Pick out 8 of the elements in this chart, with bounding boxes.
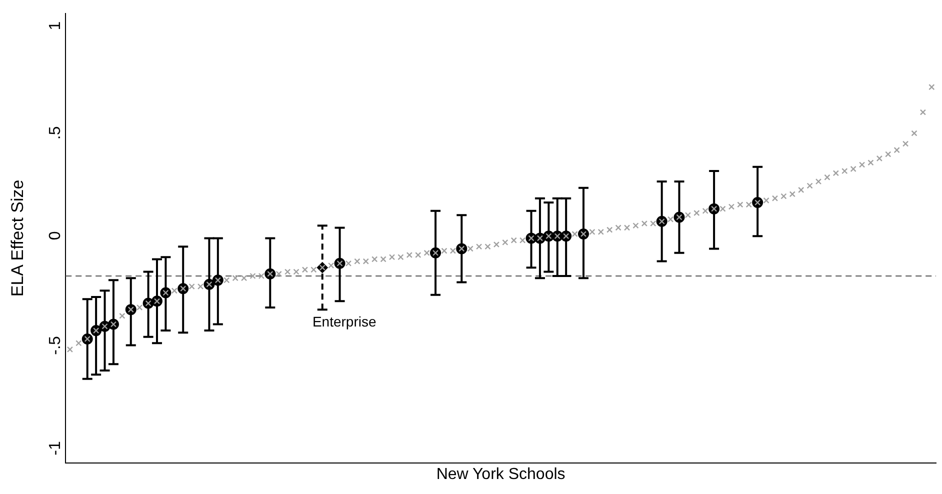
- y-axis-title: ELA Effect Size: [8, 180, 27, 297]
- y-tick-label: .5: [47, 126, 64, 140]
- y-tick-label: -1: [47, 441, 64, 456]
- text: Enterprise: [312, 313, 376, 330]
- x-axis-title: New York Schools: [436, 466, 566, 483]
- y-tick-label: 1: [47, 21, 64, 30]
- y-tick-label: 0: [47, 231, 64, 240]
- y-tick-label: -.5: [47, 336, 64, 355]
